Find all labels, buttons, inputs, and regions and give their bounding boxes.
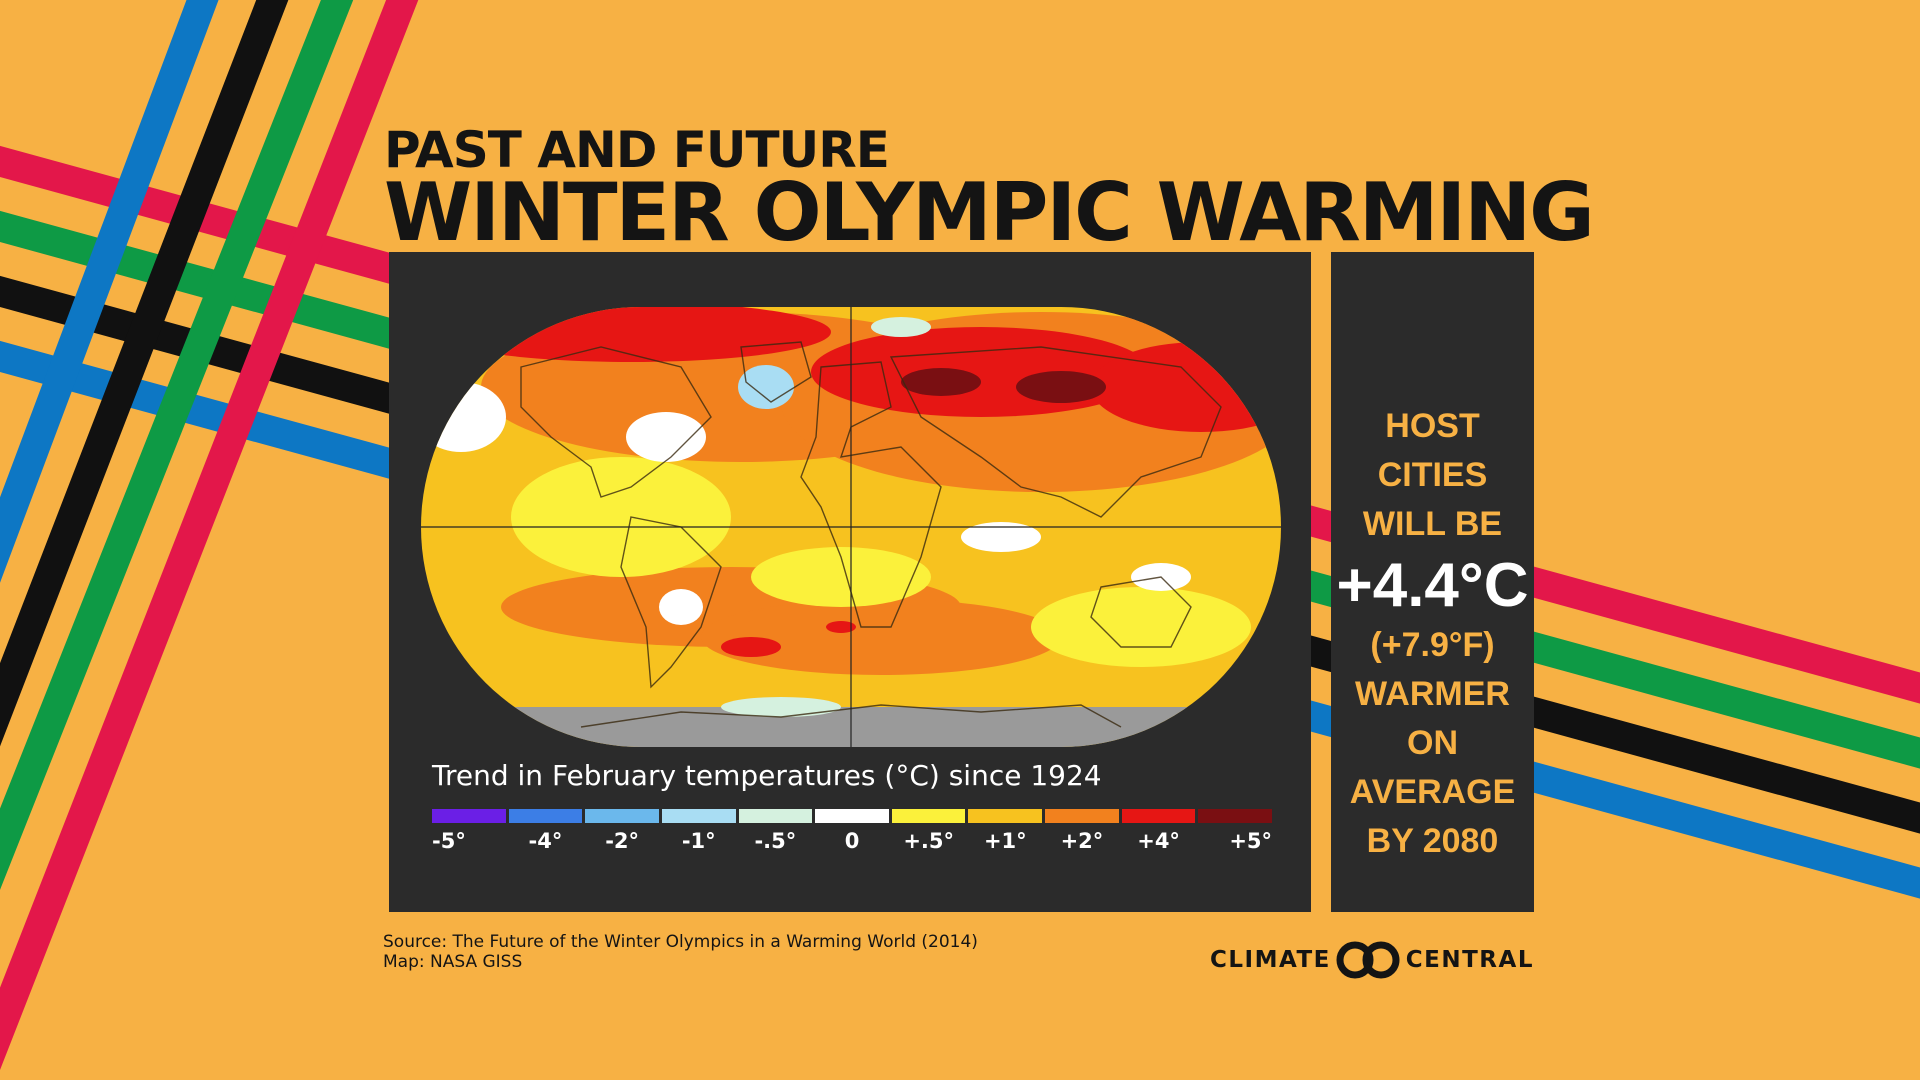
scale-label: 0 bbox=[844, 829, 860, 853]
brand-word-central: CENTRAL bbox=[1405, 947, 1534, 973]
map-credit-text: Map: NASA GISS bbox=[383, 952, 523, 972]
source-text: Source: The Future of the Winter Olympic… bbox=[383, 932, 978, 952]
scale-label: +2° bbox=[1060, 829, 1104, 853]
scale-label: +1° bbox=[983, 829, 1027, 853]
swatch bbox=[585, 809, 659, 823]
stripe-green-diagonal bbox=[0, 0, 354, 890]
scale-label: +5° bbox=[1229, 829, 1273, 853]
callout-line-2: WILL BE bbox=[1362, 505, 1503, 543]
stripe-blue-diagonal bbox=[0, 0, 219, 583]
source-credits: Source: The Future of the Winter Olympic… bbox=[383, 932, 978, 972]
brand-word-climate: CLIMATE bbox=[1210, 947, 1331, 973]
color-scale-labels: -5° -4° -2° -1° -.5° 0 +.5° +1° +2° +4° … bbox=[432, 829, 1272, 853]
scale-label: -1° bbox=[681, 829, 716, 853]
swatch bbox=[1045, 809, 1119, 823]
map-panel: Trend in February temperatures (°C) sinc… bbox=[389, 252, 1311, 912]
scale-label: +.5° bbox=[903, 829, 954, 853]
stripe-black-diagonal bbox=[0, 0, 289, 747]
swatch bbox=[432, 809, 506, 823]
callout-line-4: ON AVERAGE bbox=[1349, 724, 1516, 811]
color-scale-bar bbox=[432, 809, 1273, 823]
swatch bbox=[815, 809, 889, 823]
south-america-outline bbox=[620, 516, 722, 689]
callout-value-celsius: +4.4°C bbox=[1336, 551, 1529, 620]
australia-outline bbox=[1090, 576, 1192, 648]
scale-label: -4° bbox=[528, 829, 563, 853]
europe-africa-outline bbox=[800, 361, 942, 628]
scale-label: -.5° bbox=[754, 829, 797, 853]
world-temperature-map bbox=[421, 307, 1281, 747]
color-scale: -5° -4° -2° -1° -.5° 0 +.5° +1° +2° +4° … bbox=[432, 809, 1273, 853]
scale-label: +4° bbox=[1137, 829, 1180, 853]
title-line-2: WINTER OLYMPIC WARMING bbox=[384, 166, 1595, 259]
scale-label: -2° bbox=[605, 829, 640, 853]
callout-line-3: WARMER bbox=[1355, 675, 1510, 713]
north-america-outline bbox=[520, 346, 712, 498]
callout-line-1: HOST CITIES bbox=[1377, 407, 1488, 494]
callout-text: HOST CITIES WILL BE +4.4°C (+7.9°F) WARM… bbox=[1331, 402, 1534, 866]
callout-line-5: BY 2080 bbox=[1366, 822, 1499, 860]
greenland-outline bbox=[740, 341, 812, 403]
title-line-1: PAST AND FUTURE bbox=[384, 121, 890, 179]
climate-central-logo: CLIMATE CENTRAL bbox=[1210, 938, 1534, 982]
callout-panel: HOST CITIES WILL BE +4.4°C (+7.9°F) WARM… bbox=[1331, 252, 1534, 912]
infinity-rings-icon bbox=[1336, 941, 1400, 979]
swatch bbox=[968, 809, 1043, 823]
swatch bbox=[661, 809, 736, 823]
callout-value-fahrenheit: (+7.9°F) bbox=[1370, 626, 1495, 664]
swatch bbox=[891, 809, 966, 823]
asia-outline bbox=[889, 346, 1222, 518]
swatch bbox=[738, 809, 813, 823]
swatch bbox=[1121, 809, 1196, 823]
swatch bbox=[1198, 809, 1273, 823]
swatch bbox=[508, 809, 583, 823]
scale-label: -5° bbox=[432, 829, 466, 853]
legend-title: Trend in February temperatures (°C) sinc… bbox=[432, 759, 1102, 792]
stripe-red-diagonal bbox=[0, 0, 419, 1071]
antarctica-outline bbox=[580, 704, 1122, 728]
